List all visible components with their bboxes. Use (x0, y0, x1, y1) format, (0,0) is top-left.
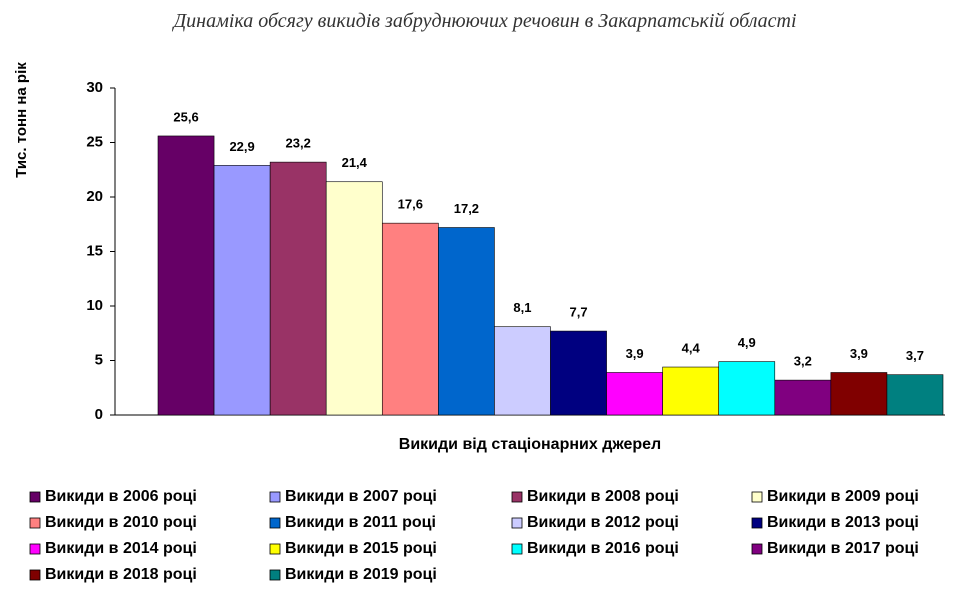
y-tick-label: 5 (95, 351, 103, 368)
value-label: 4,4 (682, 340, 701, 355)
legend-swatch (29, 543, 41, 555)
legend-label: Викиди в 2015 році (285, 540, 437, 557)
y-axis-label: Тис. тонн на рік (13, 62, 30, 178)
bar (718, 361, 776, 416)
y-tick-label: 10 (86, 297, 103, 314)
value-label: 3,7 (906, 348, 924, 363)
legend-swatch (269, 517, 281, 529)
value-label: 3,9 (850, 346, 868, 361)
x-tick-label: Викиди від стаціонарних джерел (399, 436, 661, 453)
value-label: 3,2 (794, 354, 812, 369)
legend-swatch (751, 517, 763, 529)
legend-swatch (29, 517, 41, 529)
value-label: 7,7 (569, 305, 587, 320)
legend-label: Викиди в 2013 році (767, 514, 919, 531)
value-label: 21,4 (342, 155, 368, 170)
bar (213, 165, 271, 416)
legend-swatch (511, 517, 523, 529)
legend-label: Викиди в 2007 році (285, 488, 437, 505)
value-label: 3,9 (626, 346, 644, 361)
legend-label: Викиди в 2006 році (45, 488, 197, 505)
bar (325, 181, 383, 416)
legend-label: Викиди в 2018 році (45, 566, 197, 583)
legend-swatch (29, 569, 41, 581)
legend-label: Викиди в 2011 році (285, 514, 436, 531)
legend-label: Викиди в 2009 році (767, 488, 919, 505)
chart-title: Динаміка обсягу викидів забруднюючих реч… (173, 10, 797, 32)
legend-swatch (511, 543, 523, 555)
y-tick-label: 30 (86, 79, 103, 96)
legend-label: Викиди в 2017 році (767, 540, 919, 557)
legend-swatch (269, 569, 281, 581)
value-label: 4,9 (738, 335, 756, 350)
legend-swatch (751, 543, 763, 555)
legend-label: Викиди в 2008 році (527, 488, 679, 505)
legend-label: Викиди в 2014 році (45, 540, 197, 557)
legend-swatch (269, 491, 281, 503)
value-label: 25,6 (173, 109, 198, 124)
value-label: 17,6 (398, 197, 423, 212)
y-tick-label: 0 (95, 406, 103, 423)
y-tick-label: 15 (86, 242, 103, 259)
value-label: 23,2 (286, 136, 311, 151)
bar (662, 366, 720, 416)
legend-swatch (269, 543, 281, 555)
legend-label: Викиди в 2010 році (45, 514, 197, 531)
bar (774, 379, 832, 416)
legend-label: Викиди в 2019 році (285, 566, 437, 583)
value-label: 17,2 (454, 201, 479, 216)
bar (886, 374, 944, 416)
legend-swatch (511, 491, 523, 503)
bar (606, 372, 663, 416)
bar (438, 227, 495, 416)
bar (550, 330, 607, 416)
legend-swatch (751, 491, 763, 503)
y-tick-label: 25 (86, 133, 103, 150)
legend-swatch (29, 491, 41, 503)
y-tick-label: 20 (86, 188, 103, 205)
legend-label: Викиди в 2016 році (527, 540, 679, 557)
bar (157, 135, 215, 416)
bar (494, 326, 551, 416)
value-label: 22,9 (229, 139, 254, 154)
legend-label: Викиди в 2012 році (527, 514, 679, 531)
bar (381, 222, 439, 416)
value-label: 8,1 (513, 300, 531, 315)
bar (269, 161, 327, 416)
bar (830, 372, 888, 416)
